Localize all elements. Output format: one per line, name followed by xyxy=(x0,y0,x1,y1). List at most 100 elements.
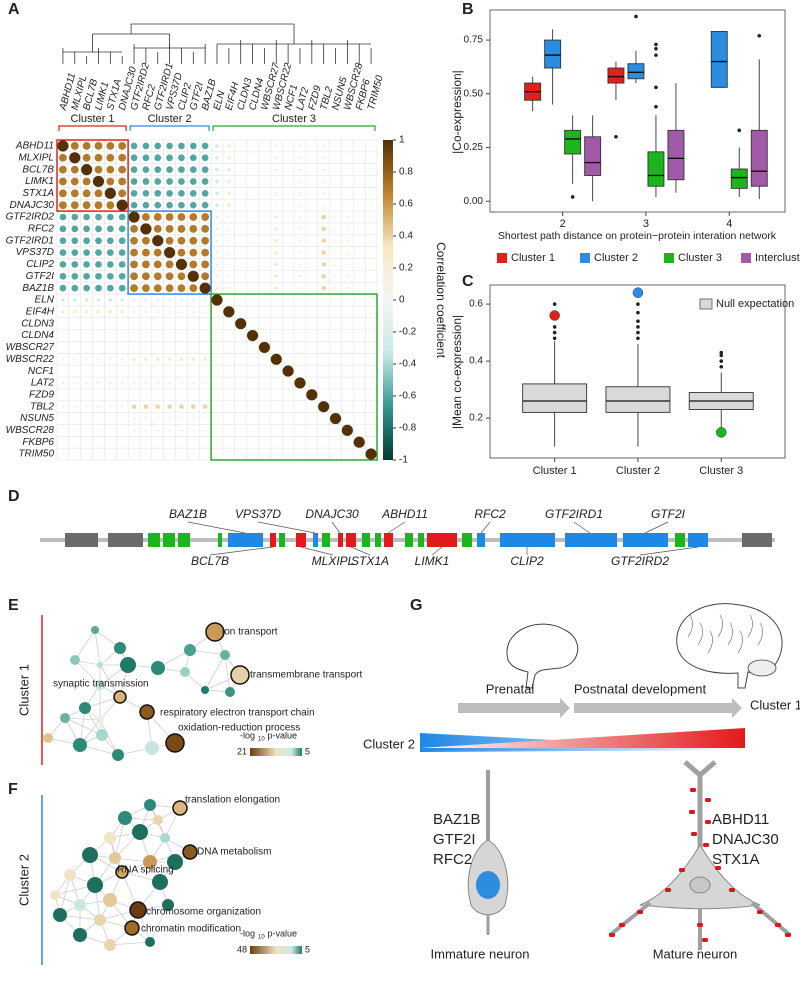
correlation-circle xyxy=(132,310,136,313)
correlation-circle xyxy=(353,436,365,448)
synapse xyxy=(697,923,703,927)
panel-label: B xyxy=(462,1,474,18)
correlation-circle xyxy=(189,260,198,269)
cluster-header: Cluster 3 xyxy=(272,113,316,125)
plot-frame xyxy=(489,9,786,213)
correlation-circle xyxy=(334,227,337,231)
network-node xyxy=(132,824,148,840)
correlation-circle xyxy=(59,165,67,174)
correlation-circle xyxy=(73,405,76,408)
correlation-circle xyxy=(96,298,101,302)
network-node xyxy=(230,665,250,685)
correlation-circle xyxy=(334,334,337,337)
outlier xyxy=(719,364,724,369)
box xyxy=(564,129,582,155)
row-gene-label: EIF4H xyxy=(26,306,55,317)
correlation-circle xyxy=(275,156,278,159)
brain-fold xyxy=(757,622,763,646)
colorbar-tick-label: -0.8 xyxy=(399,423,417,434)
correlation-circle xyxy=(251,228,254,230)
correlation-circle xyxy=(311,358,313,360)
correlation-circle xyxy=(165,213,174,221)
correlation-circle xyxy=(83,213,90,221)
correlation-circle xyxy=(263,417,265,420)
correlation-circle xyxy=(334,204,337,206)
correlation-circle xyxy=(165,284,174,293)
correlation-circle xyxy=(370,145,372,147)
row-gene-label: NCF1 xyxy=(28,366,54,377)
correlation-circle xyxy=(59,213,67,221)
gene-block xyxy=(742,533,772,547)
correlation-circle xyxy=(178,166,185,173)
correlation-circle xyxy=(275,323,277,325)
brain-fold xyxy=(717,614,723,638)
correlation-circle xyxy=(323,441,325,443)
nucleus xyxy=(476,871,500,899)
correlation-circle xyxy=(71,284,79,292)
correlation-circle xyxy=(169,394,171,396)
correlation-circle xyxy=(167,357,172,361)
gene-block xyxy=(384,533,393,547)
correlation-circle xyxy=(323,323,325,325)
correlation-circle xyxy=(334,145,337,147)
correlation-circle xyxy=(215,156,219,160)
correlation-circle xyxy=(298,239,302,242)
correlation-circle xyxy=(370,323,372,325)
correlation-circle xyxy=(141,213,150,221)
correlation-circle xyxy=(108,298,113,302)
row-gene-label: CLDN3 xyxy=(21,318,54,329)
network-node xyxy=(64,869,76,881)
correlation-circle xyxy=(334,346,337,348)
correlation-circle xyxy=(61,310,65,314)
correlation-circle xyxy=(334,370,337,372)
row-gene-label: WBSCR27 xyxy=(6,342,55,353)
gene-connector xyxy=(639,546,699,556)
correlation-circle xyxy=(346,311,348,313)
correlation-circle xyxy=(59,284,67,292)
correlation-circle xyxy=(287,453,289,455)
correlation-circle xyxy=(275,204,278,207)
correlation-circle xyxy=(274,262,278,267)
gene-connector xyxy=(350,546,371,556)
correlation-circle xyxy=(251,346,254,348)
gene-label: MLXIPL xyxy=(312,554,355,568)
row-gene-label: CLIP2 xyxy=(26,259,54,270)
correlation-circle xyxy=(109,346,111,348)
y-tick-label: 0.50 xyxy=(464,88,484,99)
correlation-circle xyxy=(142,166,150,173)
correlation-circle xyxy=(216,429,218,431)
correlation-circle xyxy=(263,180,265,183)
correlation-circle xyxy=(216,334,218,337)
correlation-circle xyxy=(204,323,206,325)
network-node xyxy=(115,865,129,879)
gene-block xyxy=(688,533,708,547)
network-node xyxy=(74,899,86,911)
correlation-circle xyxy=(274,286,278,290)
correlation-circle xyxy=(287,299,289,301)
correlation-circle xyxy=(121,346,123,348)
outlier xyxy=(636,336,640,341)
correlation-circle xyxy=(86,417,88,420)
panel-label: G xyxy=(410,597,422,614)
network-node xyxy=(145,937,155,947)
fetal-brain xyxy=(506,623,579,689)
correlation-circle xyxy=(240,157,242,159)
correlation-circle xyxy=(108,310,113,314)
cluster-box xyxy=(210,293,378,461)
correlation-circle xyxy=(334,180,337,183)
correlation-circle xyxy=(216,406,218,408)
correlation-circle xyxy=(216,382,218,384)
correlation-circle xyxy=(240,453,242,455)
correlation-circle xyxy=(263,169,265,171)
correlation-circle xyxy=(346,406,348,408)
correlation-circle xyxy=(346,299,348,301)
correlation-circle xyxy=(109,370,111,372)
correlation-circle xyxy=(96,310,101,314)
correlation-circle xyxy=(311,169,313,171)
correlation-circle xyxy=(118,165,127,174)
correlation-circle xyxy=(346,251,349,254)
correlation-circle xyxy=(227,156,231,160)
y-tick-label: 0.2 xyxy=(469,413,483,424)
correlation-circle xyxy=(97,334,100,337)
correlation-circle xyxy=(341,424,353,436)
